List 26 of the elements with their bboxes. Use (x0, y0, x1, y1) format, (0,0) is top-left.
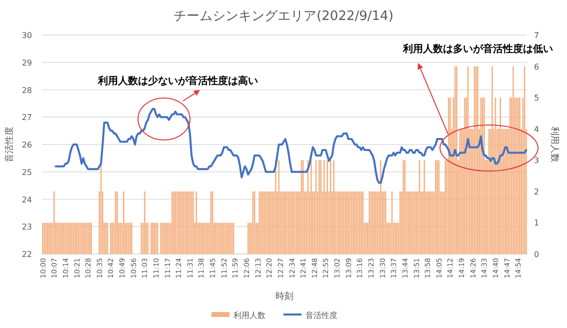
y-tick-label: 26 (22, 140, 32, 150)
legend-label: 音活性度 (306, 311, 338, 320)
y2-tick-label: 3 (534, 156, 540, 166)
y-axis-title: 音活性度 (4, 126, 15, 162)
y-tick-label: 30 (22, 31, 32, 40)
y2-tick-label: 2 (534, 187, 540, 196)
y-tick-label: 28 (22, 86, 32, 95)
y2-tick-label: 0 (534, 250, 540, 259)
y-tick-label: 22 (22, 250, 32, 259)
y-tick-label: 29 (22, 58, 32, 68)
y2-tick-label: 4 (534, 124, 540, 134)
y2-axis-title: 利用人数 (549, 126, 560, 162)
y-tick-label: 25 (22, 168, 32, 177)
y2-tick-label: 1 (534, 218, 540, 228)
y2-tick-label: 7 (534, 31, 540, 40)
chart-title: チームシンキングエリア(2022/9/14) (174, 9, 394, 24)
legend-label: 利用人数 (234, 311, 266, 320)
y2-tick-label: 6 (534, 62, 540, 72)
y-tick-label: 27 (22, 113, 32, 122)
y2-tick-label: 5 (534, 94, 540, 103)
x-axis-title: 時刻 (276, 291, 294, 302)
annotation: 利用人数は多いが音活性度は低い (402, 43, 553, 55)
annotation: 利用人数は少ないが音活性度は高い (97, 75, 258, 87)
y-tick-label: 23 (22, 222, 32, 232)
y-tick-label: 24 (22, 195, 32, 204)
line-series (54, 108, 528, 184)
